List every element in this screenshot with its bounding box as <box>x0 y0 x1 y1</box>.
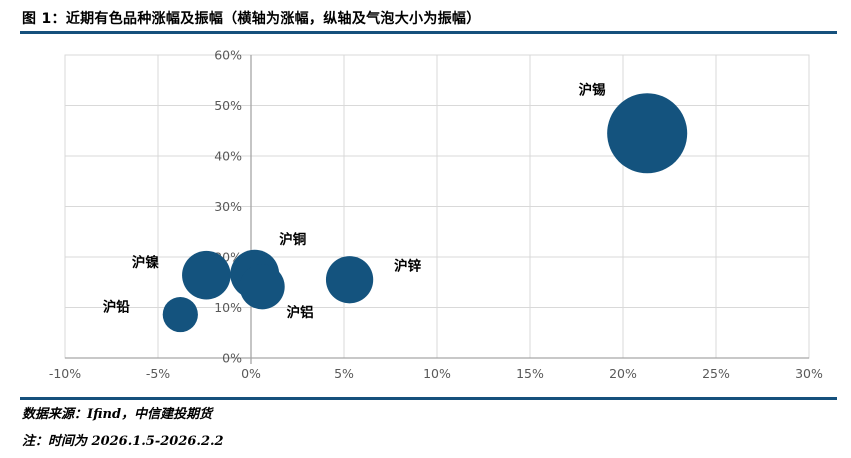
bubble-label-nickel: 沪镍 <box>132 254 159 271</box>
y-tick-label: 60% <box>214 48 242 63</box>
bubble-aluminum <box>239 264 285 310</box>
figure-title: 图 1：近期有色品种涨幅及振幅（横轴为涨幅，纵轴及气泡大小为振幅） <box>22 11 481 27</box>
bubble-tin <box>607 93 688 174</box>
y-tick-label: 0% <box>222 351 242 366</box>
x-tick-label: 10% <box>423 366 451 381</box>
x-tick-label: 30% <box>795 366 823 381</box>
bubble-label-aluminum: 沪铝 <box>287 304 314 321</box>
x-tick-label: 5% <box>334 366 354 381</box>
x-tick-label: -10% <box>49 366 81 381</box>
note: 注：时间为 2026.1.5-2026.2.2 <box>22 434 224 449</box>
x-tick-label: 0% <box>241 366 261 381</box>
bubble-label-copper: 沪铜 <box>279 231 306 248</box>
x-tick-label: -5% <box>146 366 170 381</box>
y-tick-label: 30% <box>214 199 242 214</box>
y-tick-label: 50% <box>214 98 242 113</box>
bubble-zinc <box>325 256 374 304</box>
y-tick-label: 40% <box>214 149 242 164</box>
bubble-label-zinc: 沪锌 <box>394 258 421 275</box>
bubble-nickel <box>182 250 231 300</box>
title-divider <box>20 31 837 34</box>
x-tick-label: 25% <box>702 366 730 381</box>
footer-divider <box>20 397 837 400</box>
x-tick-label: 20% <box>609 366 637 381</box>
bubble-label-tin: 沪锡 <box>579 81 606 98</box>
y-tick-label: 10% <box>214 300 242 315</box>
data-source: 数据来源：Ifind，中信建投期货 <box>22 407 213 422</box>
bubble-lead <box>162 296 198 333</box>
bubble-label-lead: 沪铅 <box>103 299 130 316</box>
x-tick-label: 15% <box>516 366 544 381</box>
